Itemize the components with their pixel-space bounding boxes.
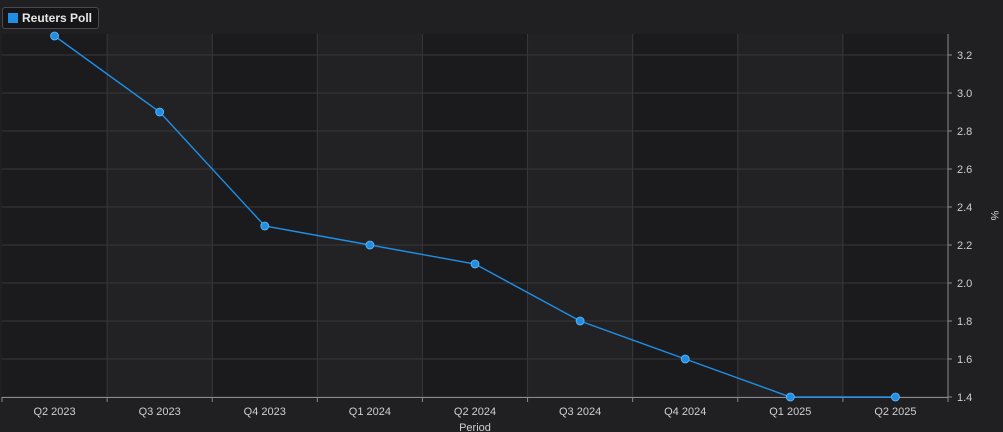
y-tick-label: 1.8 xyxy=(957,316,972,328)
x-tick-labels: Q2 2023 Q3 2023 Q4 2023 Q1 2024 Q2 2024 Q3 20… xyxy=(33,406,916,418)
column-band xyxy=(737,34,843,397)
legend-label: Reuters Poll xyxy=(22,11,93,25)
data-point[interactable] xyxy=(891,392,900,402)
y-tick-label: 3.2 xyxy=(957,50,972,62)
x-tick-label: Q2 2024 xyxy=(454,406,496,418)
x-tick-label: Q3 2024 xyxy=(559,406,601,418)
legend-swatch-icon xyxy=(8,13,18,23)
x-tick-label: Q4 2023 xyxy=(244,406,286,418)
column-band xyxy=(107,34,213,397)
y-tick-label: 1.6 xyxy=(957,354,972,366)
legend-item-reuters-poll[interactable]: Reuters Poll xyxy=(2,7,100,29)
x-tick-label: Q2 2023 xyxy=(33,406,75,418)
y-tick-label: 2.0 xyxy=(957,278,972,290)
y-tick-label: 2.4 xyxy=(957,202,972,214)
column-band xyxy=(632,34,738,397)
y-tick-label: 2.6 xyxy=(957,164,972,176)
x-tick-label: Q1 2024 xyxy=(349,406,391,418)
x-tick-label: Q1 2025 xyxy=(769,406,811,418)
y-tick-label: 1.4 xyxy=(957,392,972,404)
y-tick-label: 2.8 xyxy=(957,126,972,138)
column-bands xyxy=(2,34,948,397)
data-point[interactable] xyxy=(785,392,795,402)
column-band xyxy=(527,34,633,397)
y-tick-labels: 1.4 1.6 1.8 2.0 2.2 2.4 2.6 2.8 3.0 3.2 xyxy=(948,50,972,404)
x-tick-label: Q4 2024 xyxy=(664,406,706,418)
y-axis-title: % xyxy=(988,211,1000,221)
data-point[interactable] xyxy=(365,240,375,250)
column-band xyxy=(212,34,318,397)
data-points xyxy=(50,31,900,402)
column-band xyxy=(2,34,108,397)
column-band xyxy=(317,34,423,397)
data-point[interactable] xyxy=(50,31,59,41)
column-band xyxy=(842,34,948,397)
x-axis-title: Period xyxy=(459,422,491,432)
data-point[interactable] xyxy=(575,316,585,326)
data-point[interactable] xyxy=(260,221,270,231)
x-tick-label: Q3 2023 xyxy=(139,406,181,418)
data-point[interactable] xyxy=(470,259,480,269)
data-point[interactable] xyxy=(680,354,690,364)
data-point[interactable] xyxy=(155,107,165,117)
x-tick-label: Q2 2025 xyxy=(874,406,916,418)
y-tick-label: 3.0 xyxy=(957,88,972,100)
column-band xyxy=(422,34,528,397)
y-tick-label: 2.2 xyxy=(957,240,972,252)
